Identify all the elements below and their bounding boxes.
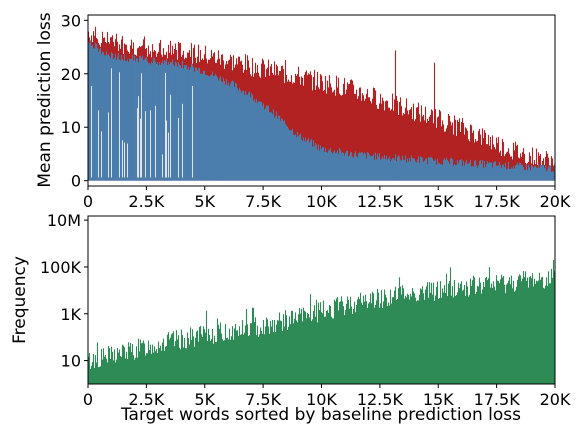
bottom-x-tick-label: 15K bbox=[423, 390, 454, 409]
top-x-tick-label: 10K bbox=[306, 192, 337, 211]
frequency-chart-panel: 0 2.5K 5K 7.5K 10K 12.5K 15K 17.5K 20K 10 1K 100K 10… bbox=[10, 211, 571, 425]
bottom-y-tick-label: 10M bbox=[47, 211, 81, 230]
bottom-x-tick-label: 7.5K bbox=[245, 390, 281, 409]
top-y-tick-label: 30 bbox=[61, 11, 81, 30]
bottom-x-tick-label: 20K bbox=[540, 390, 571, 409]
x-axis-label: Target words sorted by baseline predicti… bbox=[120, 405, 521, 425]
top-x-tick-label: 5K bbox=[194, 192, 215, 211]
loss-y-axis-label: Mean prediction loss bbox=[35, 12, 55, 187]
top-x-tick-label: 17.5K bbox=[474, 192, 521, 211]
bottom-y-tick-label: 10 bbox=[61, 352, 81, 371]
top-x-tick-label: 7.5K bbox=[245, 192, 281, 211]
frequency-bars-group bbox=[88, 259, 555, 384]
top-x-tick-label: 12.5K bbox=[357, 192, 404, 211]
top-y-tick-label: 10 bbox=[61, 118, 81, 137]
top-x-tick-label: 2.5K bbox=[128, 192, 164, 211]
bottom-x-tick-label: 2.5K bbox=[128, 390, 164, 409]
bottom-x-tick-label: 12.5K bbox=[357, 390, 404, 409]
bottom-y-tick-label: 1K bbox=[60, 305, 81, 324]
bottom-y-tick-label: 100K bbox=[40, 258, 82, 277]
loss-bars-group bbox=[88, 26, 555, 181]
bottom-x-tick-label: 10K bbox=[306, 390, 337, 409]
top-y-tick-label: 0 bbox=[71, 172, 81, 191]
frequency-axes: 0 2.5K 5K 7.5K 10K 12.5K 15K 17.5K 20K 10 1K 100K 10… bbox=[40, 211, 571, 409]
loss-axes: 0 2.5K 5K 7.5K 10K 12.5K 15K 17.5K 20K 0 10 20 30 bbox=[61, 11, 571, 211]
bottom-x-tick-label: 5K bbox=[194, 390, 215, 409]
top-x-tick-label: 15K bbox=[423, 192, 454, 211]
top-y-tick-label: 20 bbox=[61, 65, 81, 84]
bottom-x-tick-label: 17.5K bbox=[474, 390, 521, 409]
bottom-x-tick-label: 0 bbox=[83, 390, 93, 409]
top-x-tick-label: 0 bbox=[83, 192, 93, 211]
frequency-y-axis-label: Frequency bbox=[10, 256, 30, 344]
loss-chart-panel: 0 2.5K 5K 7.5K 10K 12.5K 15K 17.5K 20K 0 10 20 30 Me… bbox=[35, 11, 571, 211]
top-x-tick-label: 20K bbox=[540, 192, 571, 211]
